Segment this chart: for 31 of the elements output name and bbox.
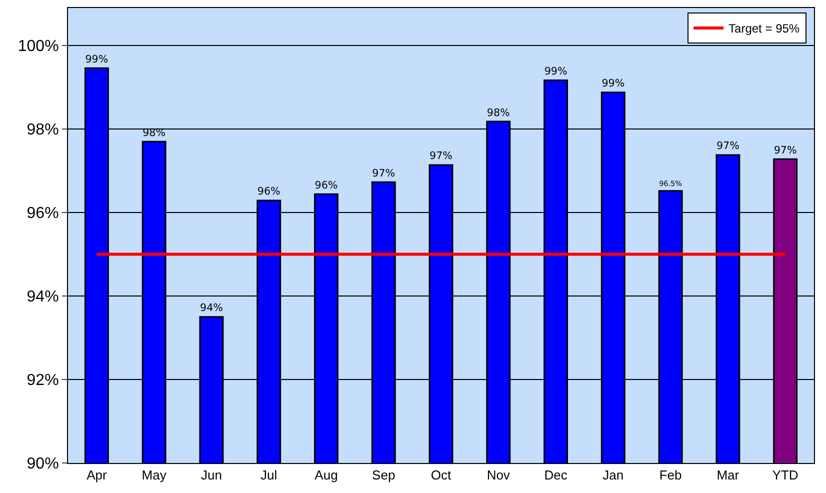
x-tick-label: Jan: [602, 468, 624, 483]
data-label: 99%: [85, 53, 108, 66]
y-tick-label: 98%: [26, 122, 59, 139]
data-label: 97%: [774, 144, 797, 156]
x-tick-label: Oct: [430, 468, 452, 483]
data-label: 96%: [257, 186, 281, 198]
y-tick-label: 100%: [18, 38, 59, 56]
x-tick-label: Feb: [659, 468, 682, 483]
data-label: 97%: [372, 167, 396, 180]
x-tick-label: Nov: [486, 468, 510, 483]
x-tick-label: Mar: [716, 468, 740, 483]
y-tick-label: 90%: [26, 456, 59, 473]
x-tick-label: Jun: [200, 468, 222, 483]
data-label: 97%: [716, 140, 740, 152]
x-tick-label: Aug: [314, 468, 338, 483]
x-tick-label: YTD: [772, 468, 798, 483]
data-label: 98%: [486, 106, 510, 119]
x-tick-label: Dec: [544, 468, 568, 483]
x-tick-label: Apr: [86, 468, 108, 483]
data-label: 94%: [200, 302, 224, 314]
x-tick-label: Jul: [260, 468, 278, 483]
data-label: 96%: [314, 179, 338, 192]
y-tick-label: 96%: [26, 205, 59, 222]
data-label: 99%: [544, 65, 568, 78]
data-label: 97%: [430, 150, 453, 162]
data-label: 99%: [602, 78, 625, 90]
x-tick-label: May: [142, 468, 167, 483]
x-tick-label: Sep: [372, 468, 396, 483]
y-tick-label: 92%: [26, 372, 59, 390]
y-tick-label: 94%: [26, 288, 59, 306]
legend-label: Target = 95%: [728, 22, 800, 36]
